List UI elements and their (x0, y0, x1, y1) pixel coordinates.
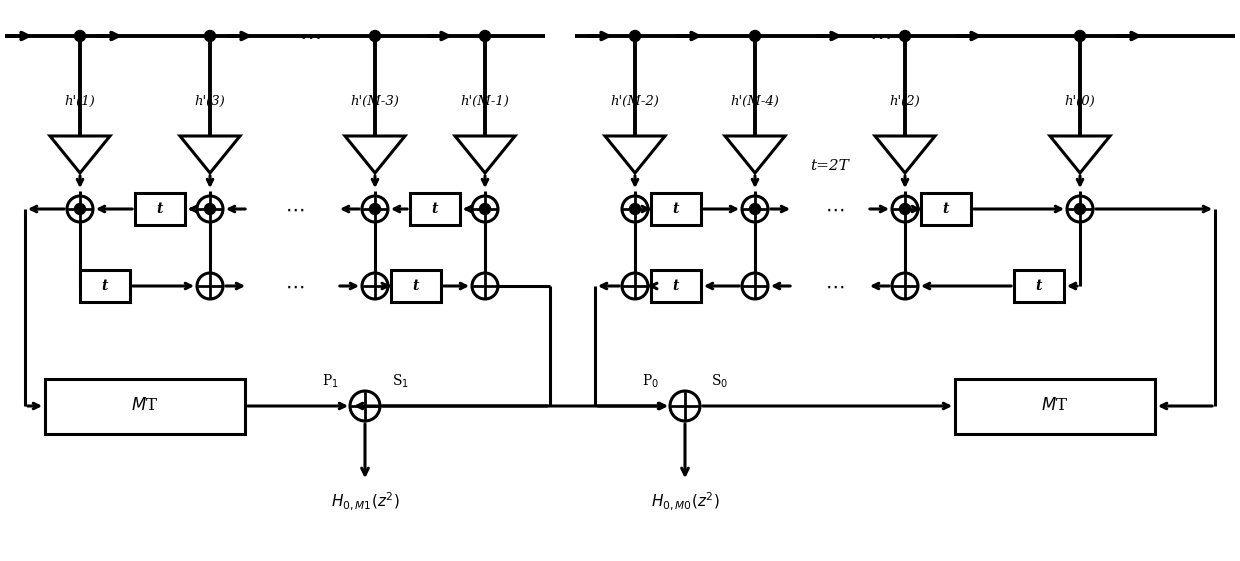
Text: t: t (673, 202, 680, 216)
Text: h'(1): h'(1) (64, 94, 95, 108)
Polygon shape (345, 136, 405, 173)
Bar (410, 193, 460, 225)
Text: h'(M-1): h'(M-1) (460, 94, 510, 108)
Polygon shape (1050, 136, 1110, 173)
Circle shape (370, 30, 381, 42)
Circle shape (1075, 204, 1085, 214)
Circle shape (205, 30, 216, 42)
Circle shape (749, 30, 760, 42)
Bar (81, 270, 130, 302)
Polygon shape (605, 136, 665, 173)
Bar (1014, 270, 1064, 302)
Circle shape (630, 30, 641, 42)
Text: t: t (156, 202, 164, 216)
Text: P$_0$: P$_0$ (641, 373, 658, 390)
Bar (45, 379, 246, 434)
Text: h'(M-3): h'(M-3) (351, 94, 399, 108)
Bar (135, 193, 185, 225)
Text: $\cdots$: $\cdots$ (285, 277, 305, 296)
Text: t: t (673, 279, 680, 293)
Text: $\cdots$: $\cdots$ (299, 26, 321, 46)
Circle shape (74, 204, 86, 214)
Text: h'(M-4): h'(M-4) (730, 94, 780, 108)
Bar (651, 193, 701, 225)
Bar (921, 193, 971, 225)
Circle shape (370, 204, 381, 214)
Text: h'(0): h'(0) (1065, 94, 1095, 108)
Text: P$_1$: P$_1$ (321, 373, 339, 390)
Circle shape (899, 204, 910, 214)
Circle shape (205, 204, 216, 214)
Polygon shape (875, 136, 935, 173)
Text: $\cdots$: $\cdots$ (869, 26, 890, 46)
Text: $H_{0,M1}(z^2)$: $H_{0,M1}(z^2)$ (331, 490, 399, 512)
Circle shape (899, 30, 910, 42)
Text: t=2T: t=2T (811, 159, 849, 173)
Bar (651, 270, 701, 302)
Text: $\mathit{M}$T: $\mathit{M}$T (131, 398, 159, 415)
Circle shape (1075, 30, 1085, 42)
Text: $\cdots$: $\cdots$ (826, 277, 844, 296)
Text: $\cdots$: $\cdots$ (285, 200, 305, 218)
Text: S$_1$: S$_1$ (392, 373, 408, 390)
Text: $\cdots$: $\cdots$ (826, 200, 844, 218)
Circle shape (480, 30, 491, 42)
Text: t: t (432, 202, 438, 216)
Circle shape (749, 204, 760, 214)
Text: $H_{0,M0}(z^2)$: $H_{0,M0}(z^2)$ (651, 490, 719, 512)
Text: t: t (102, 279, 108, 293)
Polygon shape (725, 136, 785, 173)
Circle shape (630, 204, 641, 214)
Text: h'(M-2): h'(M-2) (610, 94, 660, 108)
Bar (955, 379, 1154, 434)
Text: h'(2): h'(2) (889, 94, 920, 108)
Bar (391, 270, 441, 302)
Polygon shape (50, 136, 110, 173)
Text: S$_0$: S$_0$ (712, 373, 729, 390)
Text: t: t (1035, 279, 1042, 293)
Circle shape (480, 204, 491, 214)
Text: t: t (942, 202, 949, 216)
Polygon shape (455, 136, 515, 173)
Polygon shape (180, 136, 241, 173)
Text: $\mathit{M}$T: $\mathit{M}$T (1042, 398, 1069, 415)
Text: t: t (413, 279, 419, 293)
Circle shape (74, 30, 86, 42)
Text: h'(3): h'(3) (195, 94, 226, 108)
